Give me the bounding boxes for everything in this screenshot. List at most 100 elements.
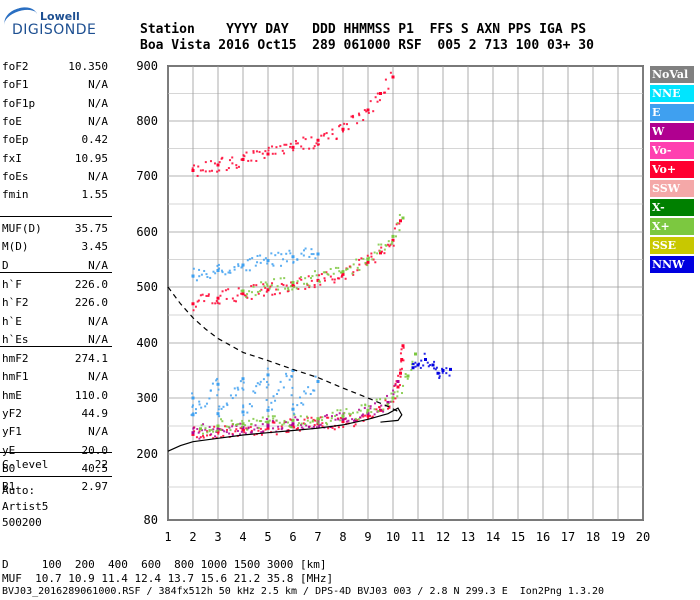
echo-point <box>312 147 315 150</box>
echo-point <box>242 388 245 391</box>
echo-point <box>438 375 441 378</box>
echo-point <box>216 163 220 167</box>
echo-point <box>345 268 348 271</box>
legend-item-sse: SSE <box>650 237 694 254</box>
echo-point <box>272 264 275 267</box>
echo-point <box>302 403 305 406</box>
echo-point <box>287 429 290 432</box>
echo-point <box>300 276 303 279</box>
echo-point <box>220 418 223 421</box>
echo-point <box>364 261 367 264</box>
echo-point <box>195 436 198 439</box>
echo-point <box>362 257 365 260</box>
echo-point <box>302 427 305 430</box>
echo-point <box>197 165 200 168</box>
echo-point <box>264 257 267 260</box>
echo-point <box>216 264 219 267</box>
echo-point <box>241 387 244 390</box>
echo-point <box>252 285 255 288</box>
param-separator <box>0 346 112 347</box>
echo-point <box>291 422 295 426</box>
param-row: foEp 0.42 <box>2 133 108 151</box>
echo-point <box>377 409 380 412</box>
echo-point <box>192 426 195 429</box>
echo-point <box>406 374 410 378</box>
echo-point <box>250 423 253 426</box>
echo-point <box>357 112 360 115</box>
echo-point <box>225 402 228 405</box>
echo-point <box>402 346 405 349</box>
echo-point <box>349 266 352 269</box>
param-value: 0.42 <box>81 133 109 147</box>
echo-point <box>272 417 275 420</box>
echo-point <box>307 275 310 278</box>
echo-point <box>318 418 321 421</box>
echo-point <box>252 151 255 154</box>
echo-point <box>363 407 366 410</box>
echo-point <box>214 302 217 305</box>
echo-point <box>204 161 207 164</box>
echo-point <box>445 372 448 375</box>
echo-point <box>398 229 401 232</box>
echo-point <box>240 289 243 292</box>
echo-point <box>280 282 283 285</box>
echo-point <box>317 143 320 146</box>
echo-point <box>321 416 324 419</box>
echo-point <box>253 428 256 431</box>
echo-point <box>300 422 303 425</box>
echo-point <box>296 427 299 430</box>
echo-point <box>392 400 395 403</box>
echo-point <box>231 433 234 436</box>
echo-point <box>198 268 201 271</box>
echo-point <box>289 145 292 148</box>
echo-point <box>221 420 224 423</box>
echo-point <box>327 273 330 276</box>
echo-point <box>191 169 195 172</box>
echo-point <box>207 293 210 296</box>
echo-point <box>212 430 215 433</box>
echo-point <box>292 403 295 406</box>
echo-point <box>289 418 292 421</box>
echo-point <box>380 246 383 249</box>
param-value: 22 <box>94 458 108 471</box>
echo-point <box>258 383 261 386</box>
echo-point <box>249 431 252 434</box>
param-name: hmF1 <box>2 370 29 384</box>
echo-point <box>233 299 236 302</box>
echo-point <box>342 425 345 428</box>
echo-point <box>202 434 205 437</box>
echo-point <box>419 366 422 369</box>
echo-point <box>275 146 278 149</box>
echo-point <box>348 412 351 415</box>
echo-point <box>319 423 322 426</box>
param-row: B1 2.97 <box>2 480 108 498</box>
echo-point <box>204 405 207 408</box>
echo-point <box>313 145 316 148</box>
echo-point <box>295 287 298 290</box>
param-row: foF1 N/A <box>2 78 108 96</box>
echo-point <box>404 372 407 375</box>
echo-point <box>231 297 234 300</box>
echo-point <box>400 348 403 351</box>
echo-point <box>216 430 220 434</box>
echo-point <box>235 300 238 303</box>
echo-point <box>389 243 392 246</box>
legend-item-e: E <box>650 104 694 121</box>
echo-point <box>362 420 365 423</box>
echo-point <box>279 277 282 280</box>
echo-point <box>217 408 220 411</box>
echo-point <box>291 407 295 411</box>
echo-point <box>242 404 245 407</box>
plot-frame <box>167 65 644 521</box>
echo-point <box>198 437 201 440</box>
echo-point <box>423 352 426 355</box>
echo-point <box>241 265 244 268</box>
echo-point <box>206 430 209 433</box>
x-tick-label: 12 <box>436 530 450 544</box>
echo-point <box>259 427 262 430</box>
echo-point <box>366 108 370 112</box>
param-value: 2.97 <box>81 480 109 494</box>
param-value: 10.350 <box>68 60 108 73</box>
echo-point <box>291 145 295 149</box>
echo-point <box>355 258 358 261</box>
